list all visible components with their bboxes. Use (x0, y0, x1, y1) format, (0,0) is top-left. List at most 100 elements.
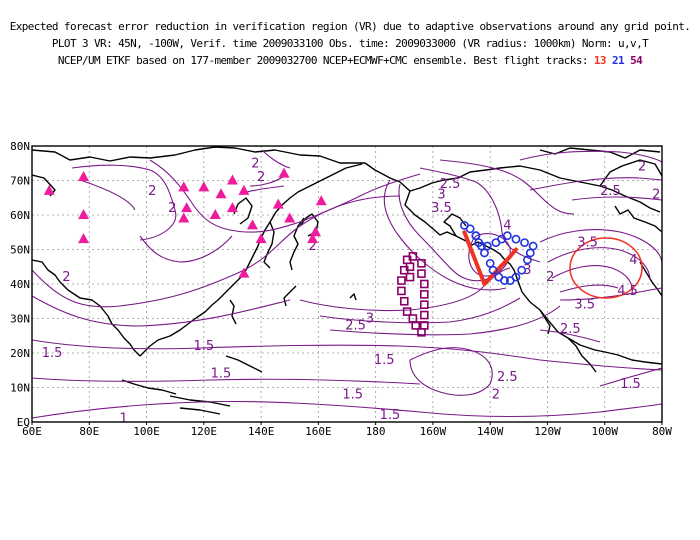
header-line-2: PLOT 3 VR: 45N, -100W, Verif. time 20090… (51, 37, 649, 50)
y-tick-label: 70N (10, 175, 30, 188)
y-tick-label: 50N (10, 244, 30, 257)
observation-triangle (178, 212, 190, 223)
observation-triangle (178, 181, 190, 192)
markers (43, 167, 538, 337)
contour-label: 2 (62, 270, 70, 285)
y-tick-label: EQ (17, 416, 30, 429)
observation-triangle (226, 202, 238, 213)
contour-label: 2 (257, 170, 265, 185)
track-54-point (420, 300, 429, 310)
contour-label: 3 (437, 187, 445, 202)
track-54-point (405, 262, 415, 272)
y-tick-label: 40N (10, 278, 30, 291)
observation-triangle (255, 233, 267, 244)
track-21-point (517, 265, 527, 275)
contour-label: 1.5 (211, 367, 232, 382)
track-54-point (411, 321, 421, 330)
observation-triangle (181, 202, 193, 213)
x-tick-label: 80E (79, 425, 99, 438)
track-54-point (420, 310, 429, 320)
observation-triangle (43, 184, 55, 195)
track-label-21: 21 (611, 54, 625, 67)
track-21-point (511, 234, 521, 244)
track-54-point (397, 286, 406, 296)
x-tick-label: 60E (22, 425, 42, 438)
x-tick-label: 120E (191, 425, 218, 438)
x-tick-label: 80W (652, 425, 672, 438)
track-54-point (397, 276, 406, 285)
y-tick-label: 10N (10, 382, 30, 395)
x-tick-label: 100E (133, 425, 160, 438)
contour-label: 2 (168, 201, 176, 216)
contour-label: 1 (119, 412, 127, 427)
track-54-point (420, 290, 429, 299)
track-label-13: 13 (593, 54, 607, 67)
contour-label: 3.5 (574, 298, 595, 313)
track-21-point (488, 265, 498, 275)
contour-label: 4 (629, 253, 637, 268)
verification-region-circle (569, 237, 643, 299)
track-54-point (402, 307, 412, 316)
map-frame (31, 145, 663, 423)
header-line-1: Expected forecast error reduction in ver… (9, 20, 691, 33)
x-tick-label: 120W (534, 425, 561, 438)
observation-triangle (272, 198, 284, 209)
track-21-point (500, 276, 509, 285)
observation-triangle (78, 171, 90, 182)
track-54-point (399, 296, 409, 306)
contour-label: 1.5 (42, 346, 63, 361)
track-54-point (417, 258, 426, 268)
contour-label: 2.5 (497, 370, 518, 385)
contour-label: 3.5 (431, 201, 452, 216)
observation-triangle (307, 233, 319, 244)
y-tick-label: 20N (10, 347, 30, 360)
contour-label: 1.5 (620, 377, 641, 392)
observation-triangle (238, 267, 250, 278)
contour-label: 3.5 (577, 236, 598, 251)
track-21-point (465, 224, 475, 234)
track-21-point (482, 241, 492, 251)
coastlines (32, 146, 662, 415)
contour-label: 2.5 (560, 322, 581, 337)
contour-label: 2 (492, 387, 500, 402)
map-grid (32, 146, 662, 422)
contour-label: 2 (546, 270, 554, 285)
track-54-point (405, 272, 415, 282)
contour-label: 1.5 (193, 339, 214, 354)
contour-label: 2 (251, 156, 259, 171)
x-tick-label: 180 (366, 425, 386, 438)
observation-triangle (284, 212, 296, 223)
x-tick-label: 100W (591, 425, 618, 438)
observation-triangle (78, 209, 90, 219)
contour-label: 4 (503, 218, 511, 233)
track-21-point (474, 238, 484, 247)
contour-label: 2 (652, 187, 660, 202)
contour-label: 3 (366, 312, 374, 327)
contour-label: 3 (523, 263, 531, 278)
contour-label: 2 (308, 239, 316, 254)
axis-ticks: 60E 80E 100E 120E 140E 160E 180 160W 140W 120W 100… (10, 140, 672, 438)
contour-label: 4.5 (617, 284, 638, 299)
x-tick-label: 160E (305, 425, 332, 438)
observation-triangle (215, 188, 227, 199)
track-21-point (520, 238, 529, 247)
y-tick-label: 60N (10, 209, 30, 222)
track-21-point (511, 272, 521, 282)
observation-triangle (315, 195, 327, 206)
contour-label: 1.5 (374, 353, 395, 368)
x-tick-label: 160W (420, 425, 447, 438)
y-tick-label: 80N (10, 140, 30, 153)
track-21-point (528, 241, 538, 251)
observation-triangle (247, 219, 258, 230)
observation-triangle (78, 233, 90, 244)
track-54-point (420, 279, 429, 289)
contour-lines (32, 149, 662, 419)
header-line-3-text: NCEP/UM ETKF based on 177-member 2009032… (57, 54, 589, 67)
observation-triangle (278, 167, 290, 178)
observation-triangle (209, 209, 221, 219)
observation-triangle (198, 181, 210, 192)
track-54-point (408, 252, 418, 261)
track-label-54: 54 (630, 54, 643, 67)
